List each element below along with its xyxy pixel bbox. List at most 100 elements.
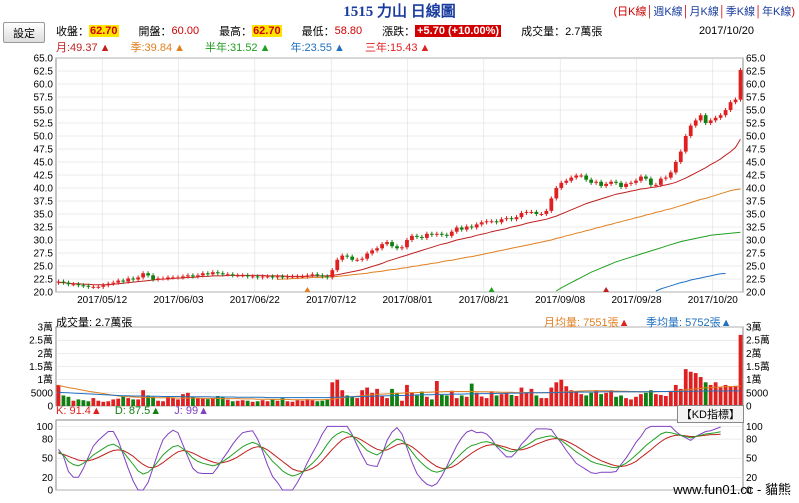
volume-bar [375, 388, 379, 406]
candle-body [101, 285, 106, 287]
candle-body [141, 273, 146, 278]
volume-y-tick-left: 5000 [31, 388, 54, 399]
kd-j-label: J: 99▲ [174, 405, 209, 417]
candle-body [554, 188, 559, 199]
candle-body [439, 233, 444, 235]
price-y-tick-right: 55.0 [746, 106, 766, 117]
candle-body [589, 179, 594, 183]
candle-body [693, 120, 698, 126]
volume-bar [76, 399, 81, 406]
candle-body [519, 212, 524, 218]
volume-y-tick-left: 1.5萬 [29, 360, 53, 373]
candle-body [688, 125, 693, 136]
candle-body [474, 224, 479, 228]
price-x-tick: 2017/08/21 [459, 295, 509, 306]
candle-body [355, 259, 360, 261]
candle-body [723, 110, 728, 116]
candle-body [738, 69, 743, 100]
close-value: 62.70 [89, 25, 119, 37]
volume-bar [693, 373, 698, 406]
volume-legend-label: 成交量: 2.7萬張 [56, 317, 133, 329]
volume-bar [225, 399, 230, 406]
settings-button[interactable]: 設定 [3, 22, 45, 43]
price-y-tick-left: 27.5 [34, 249, 54, 260]
volume-bar [599, 394, 604, 406]
candle-body [629, 182, 633, 184]
kd-y-tick-right: 50 [746, 454, 758, 465]
link-yearly-k[interactable]: 年K線 [761, 6, 792, 18]
volume-bar [504, 392, 509, 406]
volume-bar [280, 398, 285, 406]
volume-bar [275, 400, 280, 406]
link-daily-k[interactable]: 日K線 [617, 6, 647, 18]
low-value: 58.80 [334, 25, 363, 37]
candle-body [415, 235, 419, 237]
ma-month-label: 月:49.37 ▲ [56, 42, 111, 54]
volume-bar [260, 400, 265, 406]
volume-bar [469, 383, 474, 406]
price-x-tick: 2017/09/08 [535, 295, 585, 306]
volume-bar [171, 398, 175, 406]
volume-bar [619, 395, 623, 406]
candle-body [310, 274, 315, 276]
price-y-tick-right: 32.5 [746, 223, 766, 234]
candle-body [191, 275, 195, 277]
price-x-tick: 2017/06/03 [153, 295, 203, 306]
candle-body [584, 175, 589, 180]
volume-bar [235, 400, 240, 406]
volume-bar [61, 395, 66, 406]
candle-body [718, 115, 723, 118]
candle-body [489, 221, 494, 223]
volume-bar [444, 395, 449, 406]
volume-bar [634, 396, 638, 406]
price-y-tick-left: 40.0 [34, 184, 54, 195]
candle-body [61, 281, 66, 283]
link-monthly-k[interactable]: 月K線 [689, 6, 719, 18]
volume-y-tick-right: 1.5萬 [746, 360, 770, 373]
link-weekly-k[interactable]: 週K線 [653, 6, 683, 18]
volume-bar [116, 398, 121, 406]
candle-body [594, 181, 599, 183]
volume-bar [554, 382, 559, 406]
volume-bar [439, 394, 444, 406]
volume-bar [663, 395, 668, 406]
change-label: 漲跌： [382, 26, 416, 38]
volume-bar [56, 384, 61, 406]
candle-body [230, 274, 235, 276]
price-y-tick-right: 30.0 [746, 236, 766, 247]
candle-body [604, 183, 608, 186]
candle-body [91, 286, 96, 288]
kd-k-label: K: 91.4▲ [56, 405, 102, 417]
candle-body [639, 176, 643, 181]
quote-row: 收盤： 62.70 開盤： 60.00 最高： 62.70 最低： 58.80 漲跌： +… [56, 23, 754, 39]
volume-bar [524, 392, 529, 406]
volume-bar [345, 395, 350, 406]
kd-indicator-button[interactable]: 【KD指標】 [676, 405, 744, 423]
volume-bar [71, 400, 76, 406]
volume-bar [415, 395, 419, 406]
volume-bar [489, 391, 494, 406]
volume-bar [255, 401, 260, 406]
price-y-tick-right: 35.0 [746, 210, 766, 221]
volume-bar [579, 394, 584, 406]
candle-body [524, 211, 529, 213]
price-y-tick-left: 52.5 [34, 119, 54, 130]
price-x-tick: 2017/05/12 [77, 295, 127, 306]
volume-bar [688, 371, 693, 406]
candle-body [375, 248, 379, 251]
candle-body [320, 275, 325, 277]
link-quarterly-k[interactable]: 季K線 [725, 6, 756, 18]
volume-bar [121, 395, 126, 406]
kd-y-tick-left: 50 [42, 454, 54, 465]
candle-body [171, 277, 175, 279]
candle-body [449, 231, 454, 236]
kd-y-tick-left: 80 [42, 435, 54, 446]
price-x-tick: 2017/06/22 [230, 295, 280, 306]
candle-body [410, 235, 414, 240]
volume-bar [215, 395, 220, 406]
price-y-tick-right: 50.0 [746, 132, 766, 143]
price-y-tick-left: 37.5 [34, 197, 54, 208]
candle-body [195, 275, 200, 277]
open-label: 開盤： [138, 26, 172, 38]
volume-bar [245, 400, 250, 406]
